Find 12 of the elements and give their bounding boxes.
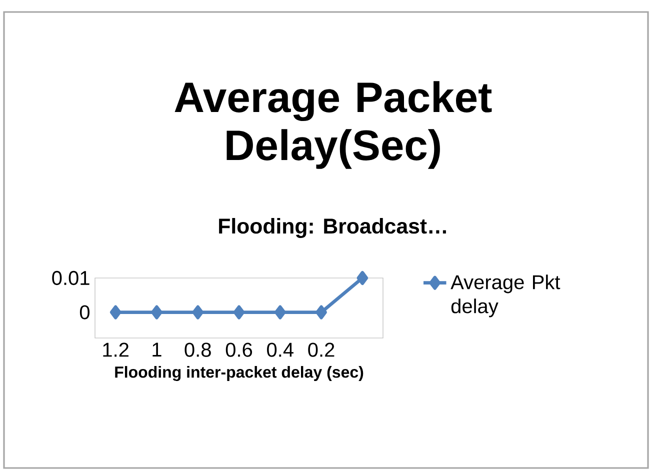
- legend-label: Average Pkt delay: [450, 274, 560, 318]
- x-tick-label: 0.6: [226, 342, 252, 357]
- chart-subtitle: Flooding: Broadcast…: [219, 218, 446, 238]
- chart-title: Average Packet Delay(Sec): [174, 81, 492, 169]
- x-tick-label: 1: [152, 342, 162, 356]
- y-tick-label: 0.01: [52, 270, 90, 286]
- x-axis-title: Flooding inter-packet delay (sec): [115, 366, 364, 382]
- x-tick-label: 0.2: [308, 342, 334, 357]
- x-tick-label: 0.4: [267, 342, 294, 357]
- x-tick-label: 1.2: [103, 342, 128, 357]
- y-tick-label: 0: [80, 305, 90, 320]
- x-tick-label: 0.8: [184, 342, 211, 357]
